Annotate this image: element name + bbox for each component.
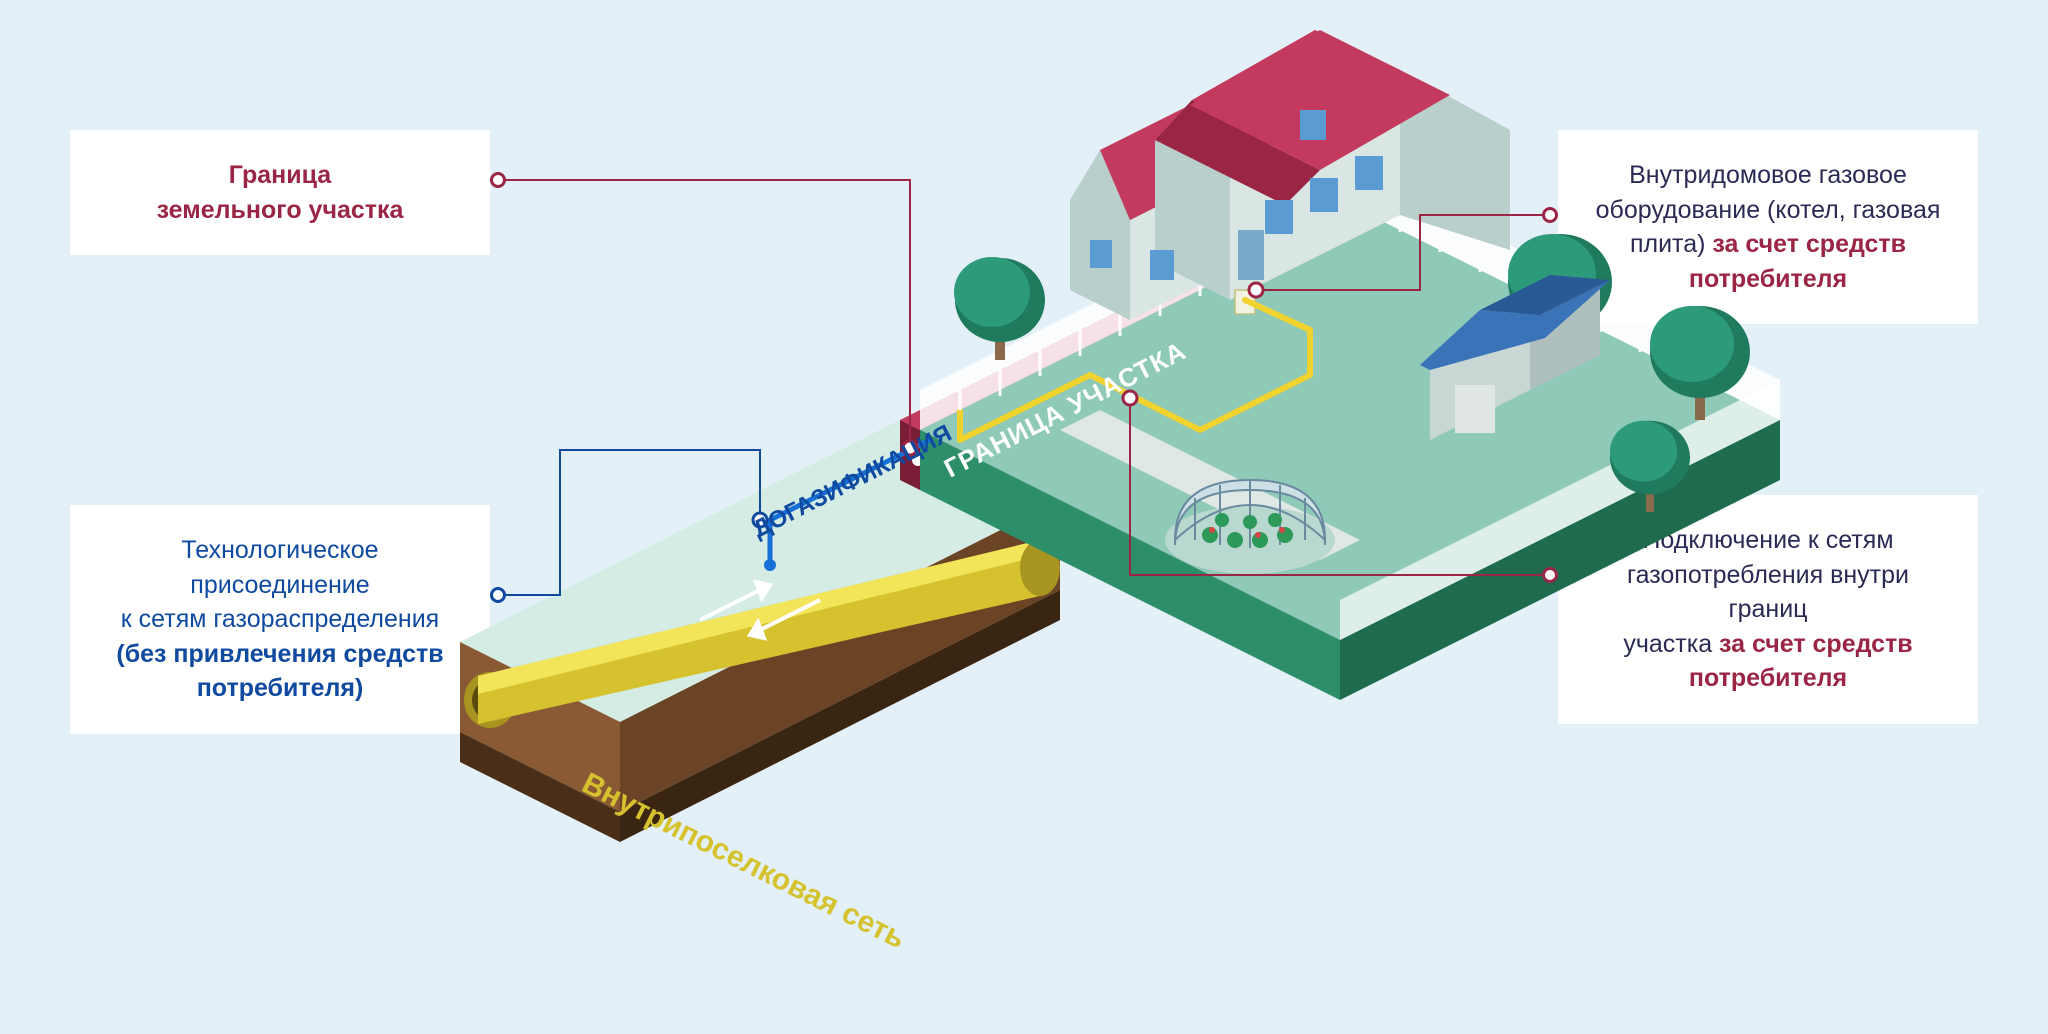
label-pipe-network: Внутрипоселковая сеть xyxy=(577,767,911,956)
isometric-scene: ДОГАЗИФИКАЦИЯ ГРАНИЦА УЧАСТКА Внутрипосе… xyxy=(0,0,2048,1029)
scene-svg: ДОГАЗИФИКАЦИЯ ГРАНИЦА УЧАСТКА Внутрипосе… xyxy=(0,0,2048,1029)
leader-dot xyxy=(490,587,506,603)
leader-dot xyxy=(490,172,506,188)
leader-dot xyxy=(1542,207,1558,223)
leader-dot xyxy=(1542,567,1558,583)
